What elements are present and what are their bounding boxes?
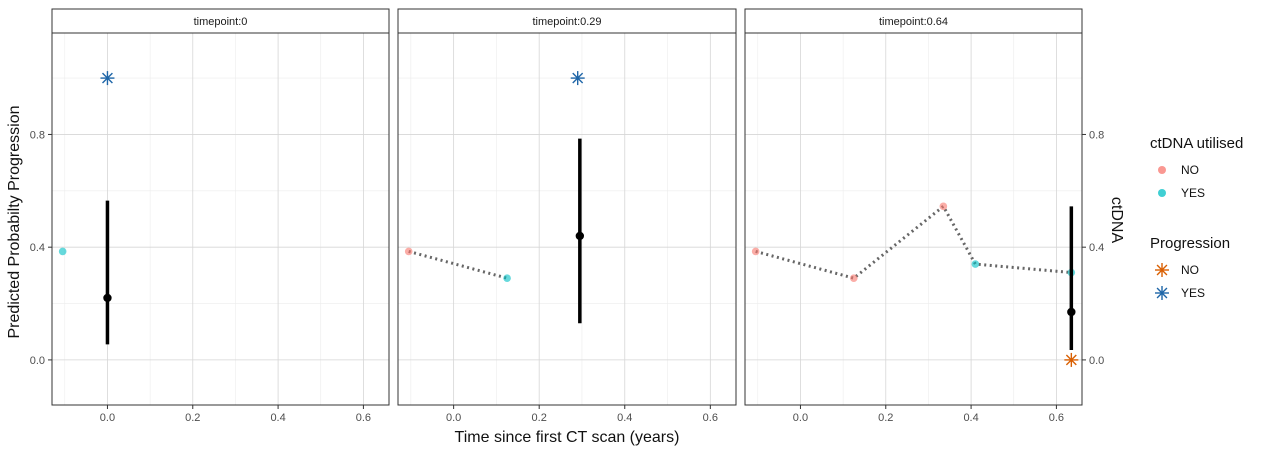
ctdna-point — [751, 247, 760, 256]
progression-marker — [1064, 352, 1079, 367]
panel-border — [51, 32, 390, 406]
y2-tick-label: 0.8 — [1089, 129, 1104, 141]
x-tick-label: 0.0 — [446, 412, 461, 424]
facet-panel-1: timepoint:0.29 0.0 0.2 0.4 0.6 — [397, 8, 737, 424]
facet-strip-label: timepoint:0.64 — [879, 16, 948, 28]
ctdna-point — [849, 274, 858, 282]
facet-strip-label: timepoint:0.29 — [532, 16, 601, 28]
legend-ctdna-no-label: NO — [1181, 163, 1199, 177]
legend-progression-no-key — [1155, 263, 1169, 277]
legend-ctdna-title: ctDNA utilised — [1150, 135, 1243, 152]
x-tick-label: 0.0 — [793, 412, 808, 424]
legend-ctdna-no-key — [1158, 166, 1166, 174]
prediction-point — [1067, 307, 1076, 317]
panel-border — [744, 32, 1083, 406]
legend-progression-title: Progression — [1150, 235, 1230, 252]
facet-strip-label: timepoint:0 — [194, 16, 248, 28]
progression-marker — [100, 71, 115, 86]
x-tick-label: 0.2 — [532, 412, 547, 424]
legend-progression-yes-label: YES — [1181, 286, 1205, 300]
ctdna-point — [971, 260, 980, 268]
y-tick-label: 0.8 — [30, 129, 45, 141]
legend-progression-yes-key — [1155, 286, 1169, 300]
prediction-point — [575, 231, 585, 241]
y2-tick-label: 0.0 — [1089, 355, 1104, 367]
x-tick-label: 0.4 — [270, 412, 285, 424]
y-tick-label: 0.0 — [30, 355, 45, 367]
x-tick-label: 0.2 — [185, 412, 200, 424]
legend-progression-no-symbol — [1155, 263, 1169, 277]
y2-tick-label: 0.4 — [1089, 242, 1104, 254]
panel-background — [398, 33, 736, 405]
ctdna-line — [408, 249, 508, 280]
x-tick-label: 0.4 — [617, 412, 632, 424]
progression-marker — [570, 71, 585, 86]
ctdna-point — [939, 202, 948, 211]
x-tick-label: 0.6 — [356, 412, 371, 424]
legend-ctdna-yes-label: YES — [1181, 186, 1205, 200]
x-tick-label: 0.2 — [878, 412, 893, 424]
facet-strip — [51, 8, 390, 34]
ctdna-point — [58, 247, 67, 256]
legend-progression-no-label: NO — [1181, 263, 1199, 277]
x-tick-label: 0.6 — [703, 412, 718, 424]
facet-strip — [397, 8, 737, 34]
facet-panel-2: timepoint:0.64 0.0 0.2 0.4 0.6 0.0 0.4 0.8 — [744, 8, 1104, 424]
panel-border — [397, 32, 737, 406]
x-tick-label: 0.4 — [963, 412, 978, 424]
x-axis-label: Time since first CT scan (years) — [455, 429, 680, 446]
panel-background — [745, 33, 1082, 405]
y-axis-label: Predicted Probabilty Progression — [6, 105, 23, 338]
secondary-y-axis-label: ctDNA — [1108, 197, 1125, 244]
legend-ctdna: ctDNA utilised NO YES — [1150, 135, 1243, 200]
facet-panel-0: timepoint:0 0.0 0.2 0.4 0.6 0.0 0.4 0.8 — [30, 8, 390, 424]
legend-progression-yes-symbol — [1155, 286, 1169, 300]
facet-strip — [744, 8, 1083, 34]
x-tick-label: 0.6 — [1049, 412, 1064, 424]
ctdna-point — [404, 247, 413, 256]
ctdna-point — [503, 274, 511, 282]
ctdna-line — [755, 204, 1072, 280]
y-tick-label: 0.4 — [30, 242, 45, 254]
x-tick-label: 0.0 — [100, 412, 115, 424]
legend-ctdna-yes-key — [1158, 189, 1166, 197]
prediction-point — [103, 293, 112, 303]
legend-progression: Progression NO YES — [1150, 235, 1230, 300]
panel-background — [52, 33, 389, 405]
